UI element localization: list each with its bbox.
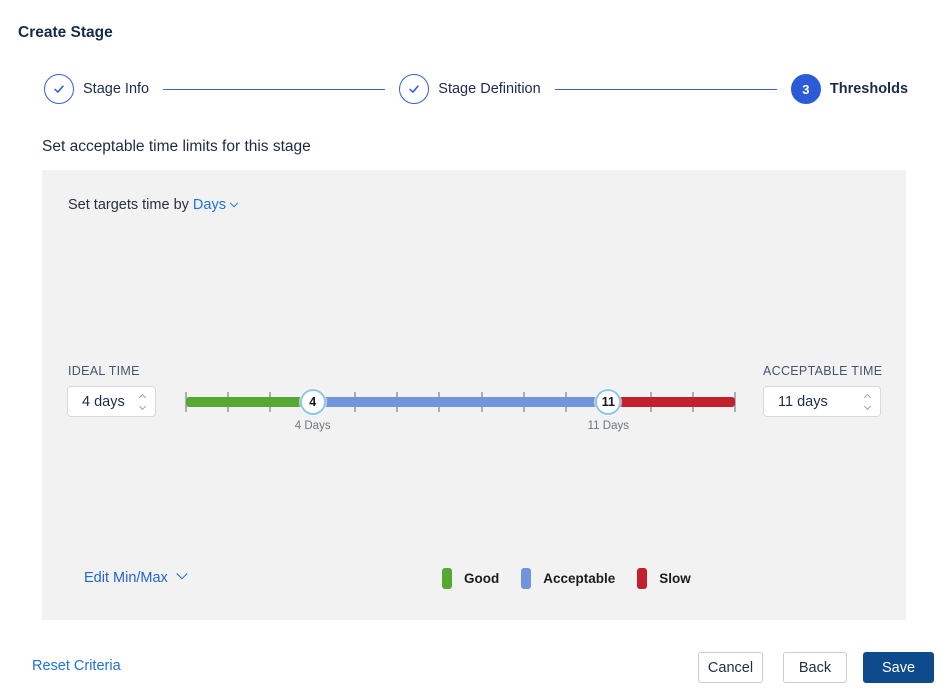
ideal-handle[interactable]: 4 bbox=[299, 389, 326, 415]
step-label: Stage Definition bbox=[438, 81, 541, 97]
acceptable-swatch bbox=[521, 568, 532, 589]
reset-criteria-link[interactable]: Reset Criteria bbox=[32, 658, 121, 674]
legend-label: Acceptable bbox=[543, 571, 616, 586]
legend-item-good: Good bbox=[442, 568, 499, 589]
ideal-handle-label: 4 Days bbox=[294, 420, 331, 432]
stepper-connector bbox=[163, 88, 386, 90]
slider-segment-acceptable bbox=[312, 397, 609, 407]
acceptable-handle-label: 11 Days bbox=[587, 420, 629, 432]
acceptable-time-stepper[interactable] bbox=[861, 393, 880, 410]
chevron-down-icon bbox=[229, 198, 239, 208]
section-heading: Set acceptable time limits for this stag… bbox=[42, 138, 311, 155]
edit-minmax-link[interactable]: Edit Min/Max bbox=[84, 568, 188, 586]
stepper-down-icon[interactable] bbox=[863, 402, 872, 410]
stepper-connector bbox=[554, 88, 777, 90]
page-title: Create Stage bbox=[18, 24, 113, 41]
cancel-button[interactable]: Cancel bbox=[698, 652, 763, 683]
acceptable-time-label: ACCEPTABLE TIME bbox=[763, 364, 883, 378]
step-stage-info[interactable]: Stage Info bbox=[44, 74, 149, 104]
step-stage-definition[interactable]: Stage Definition bbox=[399, 74, 541, 104]
legend: Good Acceptable Slow bbox=[442, 568, 691, 589]
thresholds-panel: Set targets time by Days IDEAL TIME 4 11… bbox=[42, 170, 906, 620]
stepper-up-icon[interactable] bbox=[138, 393, 147, 401]
step-current-circle: 3 bbox=[790, 74, 821, 104]
stepper: Stage Info Stage Definition 3 Thresholds bbox=[44, 74, 908, 104]
acceptable-time-input[interactable] bbox=[764, 387, 861, 416]
stepper-down-icon[interactable] bbox=[138, 402, 147, 410]
stepper-up-icon[interactable] bbox=[863, 393, 872, 401]
legend-label: Good bbox=[464, 571, 500, 586]
check-icon bbox=[409, 85, 420, 93]
legend-item-slow: Slow bbox=[637, 568, 691, 589]
slider-segment-good bbox=[186, 397, 313, 407]
check-icon bbox=[54, 85, 64, 93]
legend-label: Slow bbox=[659, 571, 691, 586]
acceptable-time-field bbox=[763, 386, 881, 417]
ideal-time-input[interactable] bbox=[68, 387, 136, 416]
acceptable-handle[interactable]: 11 bbox=[595, 389, 622, 415]
time-slider: 4 11 4 Days 11 Days bbox=[185, 382, 736, 432]
ideal-time-label: IDEAL TIME bbox=[68, 364, 140, 378]
step-label: Stage Info bbox=[83, 81, 150, 97]
ideal-time-field bbox=[67, 386, 156, 417]
save-button[interactable]: Save bbox=[863, 652, 934, 683]
unit-dropdown[interactable]: Days bbox=[193, 197, 239, 213]
ideal-time-stepper[interactable] bbox=[136, 393, 155, 410]
legend-item-acceptable: Acceptable bbox=[521, 568, 615, 589]
chevron-down-icon bbox=[176, 568, 188, 580]
step-complete-circle bbox=[399, 74, 430, 104]
slider-tick bbox=[734, 392, 736, 412]
step-thresholds[interactable]: 3 Thresholds bbox=[790, 74, 909, 104]
targets-prefix: Set targets time by bbox=[68, 197, 189, 213]
slow-swatch bbox=[637, 568, 648, 589]
back-button[interactable]: Back bbox=[783, 652, 847, 683]
step-complete-circle bbox=[44, 74, 74, 104]
targets-line: Set targets time by Days bbox=[68, 197, 239, 213]
good-swatch bbox=[442, 568, 452, 589]
slider-segment-slow bbox=[608, 397, 735, 407]
step-label: Thresholds bbox=[829, 81, 909, 97]
